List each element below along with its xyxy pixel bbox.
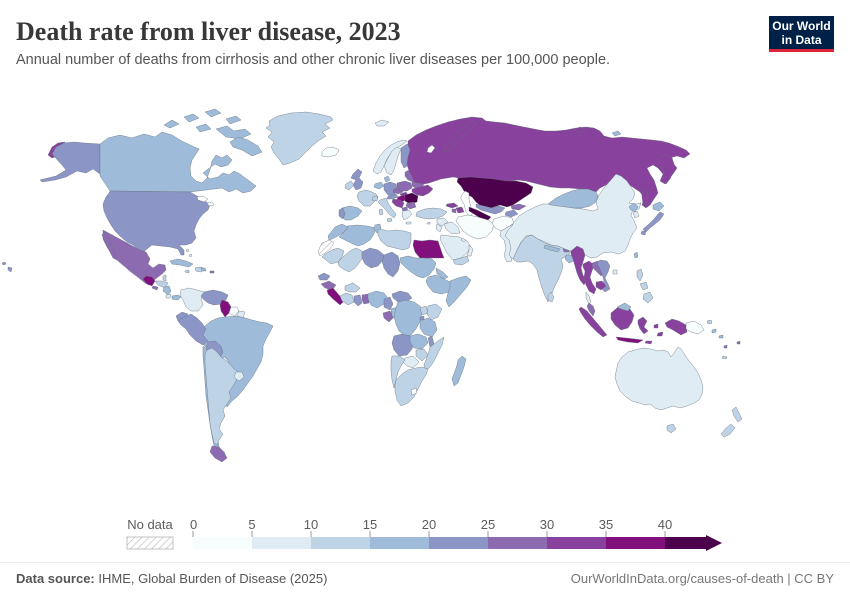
svg-text:5: 5: [248, 517, 255, 532]
svg-text:35: 35: [599, 517, 613, 532]
svg-text:20: 20: [422, 517, 436, 532]
svg-text:10: 10: [304, 517, 318, 532]
svg-text:15: 15: [363, 517, 377, 532]
svg-text:30: 30: [540, 517, 554, 532]
svg-text:25: 25: [481, 517, 495, 532]
svg-text:0: 0: [190, 517, 197, 532]
svg-text:No data: No data: [127, 517, 173, 532]
svg-text:40: 40: [658, 517, 672, 532]
